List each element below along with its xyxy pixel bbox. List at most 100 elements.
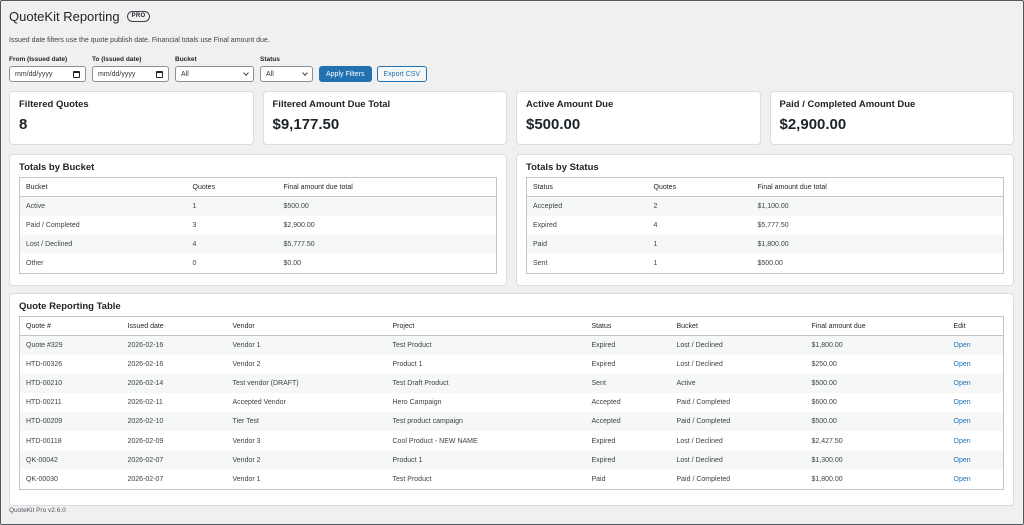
pro-badge: PRO	[126, 11, 151, 22]
cell: Sent	[585, 373, 671, 394]
table-row: HTD-00211 2026-02-11 Accepted Vendor Her…	[20, 393, 1004, 412]
bucket-label: Bucket	[175, 56, 197, 63]
status-totals-title: Totals by Status	[526, 162, 599, 173]
export-csv-button[interactable]: Export CSV	[376, 66, 428, 82]
column-header: Bucket	[670, 316, 806, 336]
open-link[interactable]: Open	[953, 360, 971, 368]
column-header: Quotes	[647, 177, 752, 197]
cell: 2026-02-07	[127, 475, 164, 483]
to-date-label: To (Issued date)	[92, 56, 142, 63]
open-link[interactable]: Open	[953, 399, 971, 407]
table-row: Lost / Declined 4 $5,777.50	[19, 234, 497, 255]
cell: 2	[647, 196, 752, 216]
cell: Lost / Declined	[670, 335, 806, 355]
from-date-value: mm/dd/yyyy	[15, 70, 53, 78]
reporting-page: QuoteKit Reporting PRO Issued date filte…	[9, 8, 1014, 506]
edit-cell: Open	[948, 393, 1004, 412]
bucket-select-value: All	[181, 70, 189, 78]
cell: $1,800.00	[805, 335, 948, 355]
column-header: Status	[526, 177, 648, 197]
status-totals-table: Status Quotes Final amount due total Acc…	[526, 177, 1004, 274]
cell: Test Product	[386, 335, 586, 355]
bucket-totals-table: Bucket Quotes Final amount due total Act…	[19, 177, 497, 274]
cell: HTD-00209	[19, 412, 122, 432]
card-value: 8	[19, 116, 28, 133]
cell: $250.00	[811, 360, 837, 368]
page-title: QuoteKit Reporting	[9, 9, 120, 24]
calendar-icon[interactable]	[73, 70, 80, 78]
column-header: Vendor	[226, 316, 387, 336]
open-link[interactable]: Open	[953, 418, 971, 426]
open-link[interactable]: Open	[953, 456, 971, 464]
cell: $500.00	[757, 259, 783, 267]
column-header: Quotes	[186, 177, 278, 197]
status-select[interactable]: All	[260, 66, 313, 82]
column-header: Issued date	[121, 316, 227, 336]
cell: 2026-02-16	[121, 335, 227, 355]
cell: Lost / Declined	[676, 437, 723, 445]
open-link[interactable]: Open	[953, 379, 971, 387]
cell: 2026-02-11	[127, 399, 163, 407]
column-header: Bucket	[19, 177, 187, 197]
quote-reporting-title: Quote Reporting Table	[19, 301, 121, 312]
edit-cell: Open	[948, 470, 1004, 489]
table-row: Sent 1 $500.00	[527, 254, 1004, 273]
cell: Vendor 2	[226, 450, 387, 470]
cell: 2026-02-14	[121, 373, 227, 394]
cell: HTD-00210	[19, 373, 122, 394]
from-date-label: From (Issued date)	[9, 56, 68, 63]
card-paid-amount: Paid / Completed Amount Due $2,900.00	[769, 91, 1014, 145]
status-label: Status	[260, 56, 280, 63]
cell: QK-00042	[19, 450, 122, 470]
cell: $1,800.00	[811, 475, 843, 483]
from-date-input[interactable]: mm/dd/yyyy	[9, 66, 86, 82]
card-value: $9,177.50	[272, 116, 340, 133]
edit-cell: Open	[947, 412, 1004, 432]
cell: Other	[26, 259, 44, 267]
chevron-down-icon	[302, 70, 308, 76]
bucket-totals-title: Totals by Bucket	[19, 162, 95, 173]
column-header: Final amount due	[805, 316, 948, 336]
cell: Lost / Declined	[676, 360, 723, 368]
card-label: Active Amount Due	[526, 99, 614, 110]
cell: 2026-02-09	[127, 437, 164, 445]
table-row: HTD-00118 2026-02-09 Vendor 3 Cool Produ…	[20, 431, 1004, 450]
cell: HTD-00118	[26, 437, 62, 445]
cell: Accepted Vendor	[232, 399, 286, 407]
cell: Test product campaign	[386, 412, 586, 432]
cell: Accepted	[526, 196, 648, 216]
cell: Lost / Declined	[670, 450, 806, 470]
cell: Cool Product - NEW NAME	[392, 437, 478, 445]
card-label: Filtered Quotes	[19, 99, 89, 110]
table-row: Expired 4 $5,777.50	[527, 216, 1004, 235]
cell: Vendor 3	[232, 437, 261, 445]
table-row: Paid 1 $1,800.00	[526, 234, 1004, 255]
cell: $500.00	[805, 373, 948, 394]
open-link[interactable]: Open	[953, 341, 971, 349]
edit-cell: Open	[947, 450, 1004, 470]
cell: Tier Test	[226, 412, 387, 432]
status-group: Status All	[260, 56, 313, 82]
filter-note: Issued date filters use the quote publis…	[9, 37, 270, 44]
column-header: Project	[386, 316, 586, 336]
cell: $500.00	[277, 196, 497, 216]
bucket-select[interactable]: All	[175, 66, 254, 82]
cell: Test vendor (DRAFT)	[226, 373, 387, 394]
table-row: Active 1 $500.00	[19, 196, 497, 216]
apply-filters-button[interactable]: Apply Filters	[319, 66, 372, 82]
cell: $1,800.00	[751, 234, 1004, 255]
open-link[interactable]: Open	[953, 475, 971, 483]
open-link[interactable]: Open	[953, 437, 971, 445]
edit-cell: Open	[947, 335, 1004, 355]
cell: $1,300.00	[805, 450, 948, 470]
calendar-icon[interactable]	[156, 70, 163, 78]
cell: Paid	[526, 234, 648, 255]
to-date-input[interactable]: mm/dd/yyyy	[92, 66, 169, 82]
table-row: Paid / Completed 3 $2,900.00	[20, 216, 497, 235]
cell: Active	[19, 196, 187, 216]
quote-reporting-table: Quote # Issued date Vendor Project Statu…	[19, 316, 1004, 490]
card-filtered-amount: Filtered Amount Due Total $9,177.50	[262, 91, 507, 145]
cell: Paid / Completed	[676, 399, 731, 407]
to-date-group: To (Issued date) mm/dd/yyyy	[92, 56, 169, 82]
column-header: Quote #	[19, 316, 122, 336]
